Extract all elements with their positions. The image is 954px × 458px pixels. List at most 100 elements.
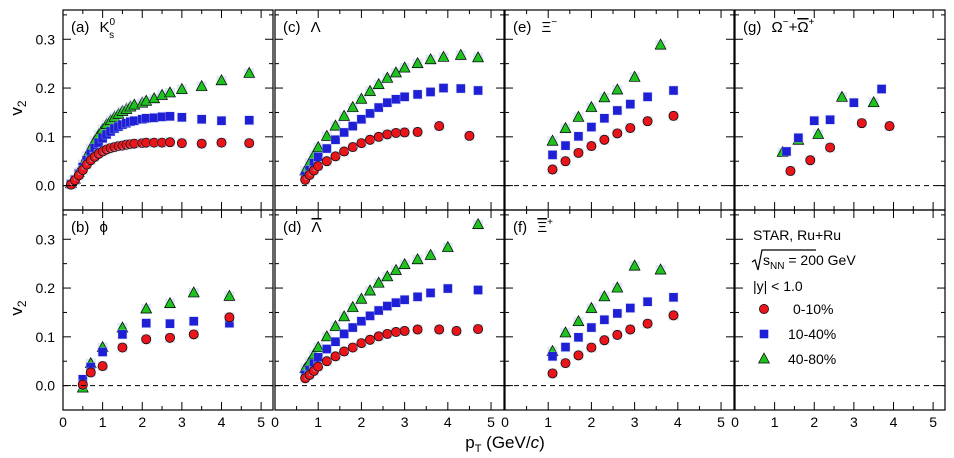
data-point-c-c0	[347, 142, 358, 153]
sqrt-symbol	[751, 249, 816, 271]
x-tick-label: 5	[929, 414, 937, 430]
data-point-c-c1	[322, 144, 332, 153]
y-axis-title-top: v2	[7, 100, 29, 116]
panel-b: (b) ϕ	[71, 219, 236, 394]
data-point-c-c1	[426, 87, 435, 97]
panel-frame	[734, 9, 946, 211]
data-point-g-c1	[877, 84, 886, 94]
data-point-e-c0	[586, 141, 597, 152]
data-point-c-c0	[464, 130, 475, 141]
data-point-a-c0	[165, 137, 175, 148]
x-tick-label: 1	[544, 414, 552, 430]
data-point-d-c1	[313, 353, 323, 362]
data-point-a-c1	[177, 113, 187, 122]
data-point-d-c1	[357, 316, 366, 326]
data-point-g-c0	[825, 142, 836, 153]
data-point-c-c0	[391, 127, 401, 138]
data-point-e-c0	[668, 110, 679, 121]
panel-a: (a) K0 s	[64, 17, 256, 190]
data-point-f-c2	[585, 301, 598, 313]
x-tick-label: 4	[674, 414, 682, 430]
x-tick-label: 4	[218, 414, 226, 430]
data-point-a-c1	[149, 113, 159, 123]
data-point-a-c2	[195, 79, 208, 91]
panel-label-a: (a) K0 s	[71, 17, 116, 41]
frame-layer	[62, 9, 946, 411]
x-tick-label: 2	[810, 414, 818, 430]
data-point-f-c1	[587, 323, 596, 332]
data-point-d-c2	[472, 217, 485, 229]
data-point-d-c1	[426, 288, 435, 298]
data-point-g-c1	[794, 133, 803, 143]
data-point-d-c2	[381, 270, 394, 282]
data-point-c-c2	[398, 61, 411, 73]
x-tick-label: 2	[138, 414, 146, 430]
data-point-e-c2	[585, 100, 598, 112]
data-point-b-c1	[141, 318, 151, 328]
data-point-d-c1	[391, 298, 401, 307]
x-tick-label: 1	[314, 414, 322, 430]
data-point-g-c1	[825, 115, 835, 125]
data-point-c-c0	[321, 156, 332, 167]
data-point-c-c1	[374, 103, 383, 112]
data-point-c-c1	[365, 109, 375, 118]
data-point-b-c0	[117, 342, 128, 353]
x-tick-label: 3	[401, 414, 409, 430]
data-point-c-c0	[382, 129, 393, 140]
data-point-c-c2	[320, 129, 333, 141]
data-point-f-c0	[642, 318, 653, 329]
data-point-c-c0	[330, 151, 341, 162]
panel-label-f: (f) Ξ+	[513, 217, 553, 236]
data-point-d-c0	[382, 328, 393, 339]
x-tick-label: 0	[731, 414, 739, 430]
data-point-a-c2	[148, 92, 161, 104]
data-point-b-c1	[165, 319, 175, 328]
data-point-b-c0	[188, 329, 199, 340]
data-point-g-c2	[867, 95, 880, 108]
data-point-a-c1	[244, 115, 254, 125]
legend-marker-c0	[759, 304, 769, 314]
data-point-d-c2	[372, 276, 385, 288]
x-tick-label: 5	[257, 414, 265, 430]
data-point-a-c0	[244, 138, 255, 149]
data-point-d-c2	[355, 292, 368, 304]
data-point-c-c2	[355, 92, 368, 104]
data-point-c-c2	[424, 53, 437, 65]
y-tick-label: 0.1	[36, 329, 56, 345]
y-tick-label: 0.3	[36, 31, 56, 47]
x-tick-label: 3	[178, 414, 186, 430]
panel-frame	[504, 209, 735, 411]
data-point-e-c2	[654, 38, 667, 50]
data-point-e-c1	[669, 86, 678, 95]
data-point-d-c2	[364, 284, 377, 296]
x-tick-label: 0	[271, 414, 279, 430]
data-point-a-c1	[217, 116, 226, 126]
panel-frame	[62, 9, 274, 211]
data-point-c-c0	[313, 161, 324, 172]
y-tick-label: 0.2	[36, 280, 56, 296]
x-tick-label: 3	[631, 414, 639, 430]
data-point-d-c1	[331, 337, 340, 347]
data-point-e-c2	[611, 83, 624, 95]
data-point-f-c0	[612, 329, 623, 340]
x-tick-label: 3	[850, 414, 858, 430]
legend-label-c2: 40-80%	[788, 351, 836, 367]
data-point-c-c2	[472, 51, 485, 63]
data-point-d-c0	[451, 326, 462, 336]
legend-marker-c1	[759, 329, 769, 339]
panels-layer: (a) K0 s (c) Λ (e) Ξ− (g) Ω−+Ω+ (b) ϕ (d) Λ (f)…	[64, 17, 895, 394]
panel-g: (g) Ω−+Ω+	[743, 17, 895, 176]
data-point-b-c1	[189, 316, 199, 326]
data-point-f-c0	[668, 310, 679, 321]
data-point-f-c0	[573, 350, 584, 361]
legend-experiment: STAR, Ru+Ru	[753, 227, 841, 243]
data-point-e-c0	[612, 128, 623, 139]
data-point-g-c1	[782, 147, 791, 156]
data-point-d-c1	[339, 329, 349, 339]
data-point-d-c1	[473, 285, 483, 295]
x-tick-label: 0	[59, 414, 67, 430]
data-point-c-c2	[389, 66, 402, 78]
data-point-g-c1	[849, 98, 859, 107]
data-point-c-c2	[411, 56, 424, 69]
